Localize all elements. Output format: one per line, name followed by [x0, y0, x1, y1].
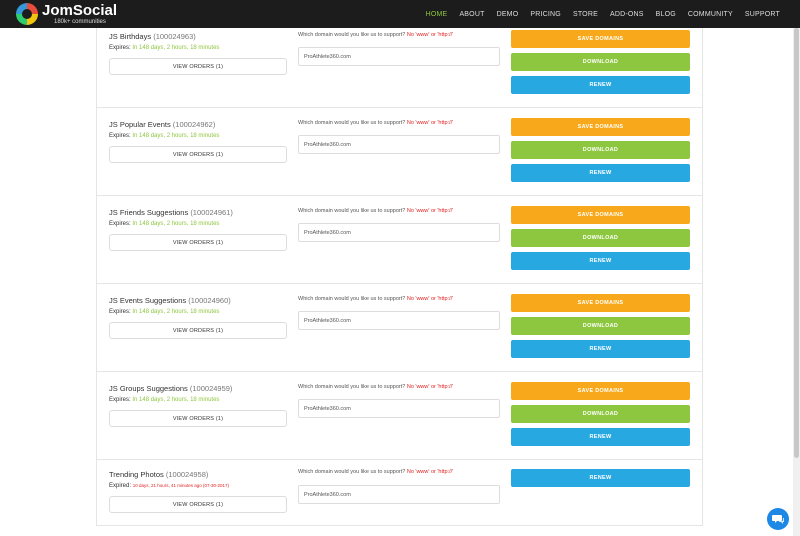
product-row: JS Friends Suggestions (100024961) Expir… — [97, 196, 702, 284]
view-orders-button[interactable]: VIEW ORDERS (1) — [109, 58, 287, 75]
download-button[interactable]: DOWNLOAD — [511, 53, 690, 71]
view-orders-button[interactable]: VIEW ORDERS (1) — [109, 322, 287, 339]
save-domains-button[interactable]: SAVE DOMAINS — [511, 206, 690, 224]
download-button[interactable]: DOWNLOAD — [511, 141, 690, 159]
product-title: JS Events Suggestions (100024960) — [109, 296, 231, 305]
nav-blog[interactable]: BLOG — [655, 10, 676, 18]
product-row: JS Events Suggestions (100024960) Expire… — [97, 284, 702, 372]
download-button[interactable]: DOWNLOAD — [511, 317, 690, 335]
top-navbar: JomSocial 180k+ communities HOME ABOUT D… — [0, 0, 800, 28]
renew-button[interactable]: RENEW — [511, 428, 690, 446]
nav-demo[interactable]: DEMO — [496, 10, 519, 18]
product-row: JS Birthdays (100024963) Expires: In 148… — [97, 28, 702, 108]
chat-bubble-icon — [771, 514, 784, 524]
download-button[interactable]: DOWNLOAD — [511, 229, 690, 247]
domain-question: Which domain would you like us to suppor… — [298, 384, 454, 390]
save-domains-button[interactable]: SAVE DOMAINS — [511, 118, 690, 136]
domain-question: Which domain would you like us to suppor… — [298, 208, 454, 214]
domain-question: Which domain would you like us to suppor… — [298, 32, 454, 38]
main-menu: HOME ABOUT DEMO PRICING STORE ADD-ONS BL… — [414, 0, 780, 28]
domain-input[interactable]: ProAthlete360.com — [298, 399, 500, 418]
domain-input[interactable]: ProAthlete360.com — [298, 485, 500, 504]
view-orders-button[interactable]: VIEW ORDERS (1) — [109, 234, 287, 251]
expires-line: Expires: In 148 days, 2 hours, 18 minute… — [109, 397, 220, 403]
product-title: JS Groups Suggestions (100024959) — [109, 384, 233, 393]
nav-community[interactable]: COMMUNITY — [687, 10, 733, 18]
expires-line: Expires: In 148 days, 2 hours, 18 minute… — [109, 309, 220, 315]
nav-support[interactable]: SUPPORT — [744, 10, 780, 18]
save-domains-button[interactable]: SAVE DOMAINS — [511, 382, 690, 400]
domain-input[interactable]: ProAthlete360.com — [298, 311, 500, 330]
view-orders-button[interactable]: VIEW ORDERS (1) — [109, 410, 287, 427]
nav-home[interactable]: HOME — [425, 10, 448, 18]
domain-input[interactable]: ProAthlete360.com — [298, 223, 500, 242]
view-orders-button[interactable]: VIEW ORDERS (1) — [109, 146, 287, 163]
logo-tagline: 180k+ communities — [54, 19, 106, 25]
renew-button[interactable]: RENEW — [511, 164, 690, 182]
expires-line: Expires: In 148 days, 2 hours, 18 minute… — [109, 45, 220, 51]
domain-input[interactable]: ProAthlete360.com — [298, 47, 500, 66]
product-row: Trending Photos (100024958) Expired: 10 … — [97, 460, 702, 525]
scrollbar-thumb[interactable] — [794, 28, 799, 458]
view-orders-button[interactable]: VIEW ORDERS (1) — [109, 496, 287, 513]
logo-icon — [16, 3, 38, 25]
chat-button[interactable] — [767, 508, 789, 530]
product-title: JS Birthdays (100024963) — [109, 32, 196, 41]
renew-button[interactable]: RENEW — [511, 76, 690, 94]
renew-button[interactable]: RENEW — [511, 469, 690, 487]
renew-button[interactable]: RENEW — [511, 340, 690, 358]
save-domains-button[interactable]: SAVE DOMAINS — [511, 30, 690, 48]
nav-store[interactable]: STORE — [572, 10, 598, 18]
nav-pricing[interactable]: PRICING — [530, 10, 561, 18]
download-button[interactable]: DOWNLOAD — [511, 405, 690, 423]
product-title: JS Friends Suggestions (100024961) — [109, 208, 233, 217]
products-panel: JS Birthdays (100024963) Expires: In 148… — [96, 28, 703, 526]
product-row: JS Groups Suggestions (100024959) Expire… — [97, 372, 702, 460]
domain-input[interactable]: ProAthlete360.com — [298, 135, 500, 154]
domain-question: Which domain would you like us to suppor… — [298, 469, 454, 475]
logo[interactable]: JomSocial 180k+ communities — [16, 3, 117, 25]
save-domains-button[interactable]: SAVE DOMAINS — [511, 294, 690, 312]
logo-name: JomSocial — [42, 2, 118, 19]
product-row: JS Popular Events (100024962) Expires: I… — [97, 108, 702, 196]
nav-about[interactable]: ABOUT — [459, 10, 485, 18]
product-title: JS Popular Events (100024962) — [109, 120, 216, 129]
expired-line: Expired: 10 days, 21 hours, 41 minutes a… — [109, 483, 229, 489]
domain-question: Which domain would you like us to suppor… — [298, 120, 454, 126]
product-title: Trending Photos (100024958) — [109, 470, 209, 479]
domain-question: Which domain would you like us to suppor… — [298, 296, 454, 302]
expires-line: Expires: In 148 days, 2 hours, 18 minute… — [109, 221, 220, 227]
nav-add-ons[interactable]: ADD-ONS — [609, 10, 644, 18]
renew-button[interactable]: RENEW — [511, 252, 690, 270]
expires-line: Expires: In 148 days, 2 hours, 18 minute… — [109, 133, 220, 139]
page-scrollbar[interactable] — [793, 28, 800, 536]
